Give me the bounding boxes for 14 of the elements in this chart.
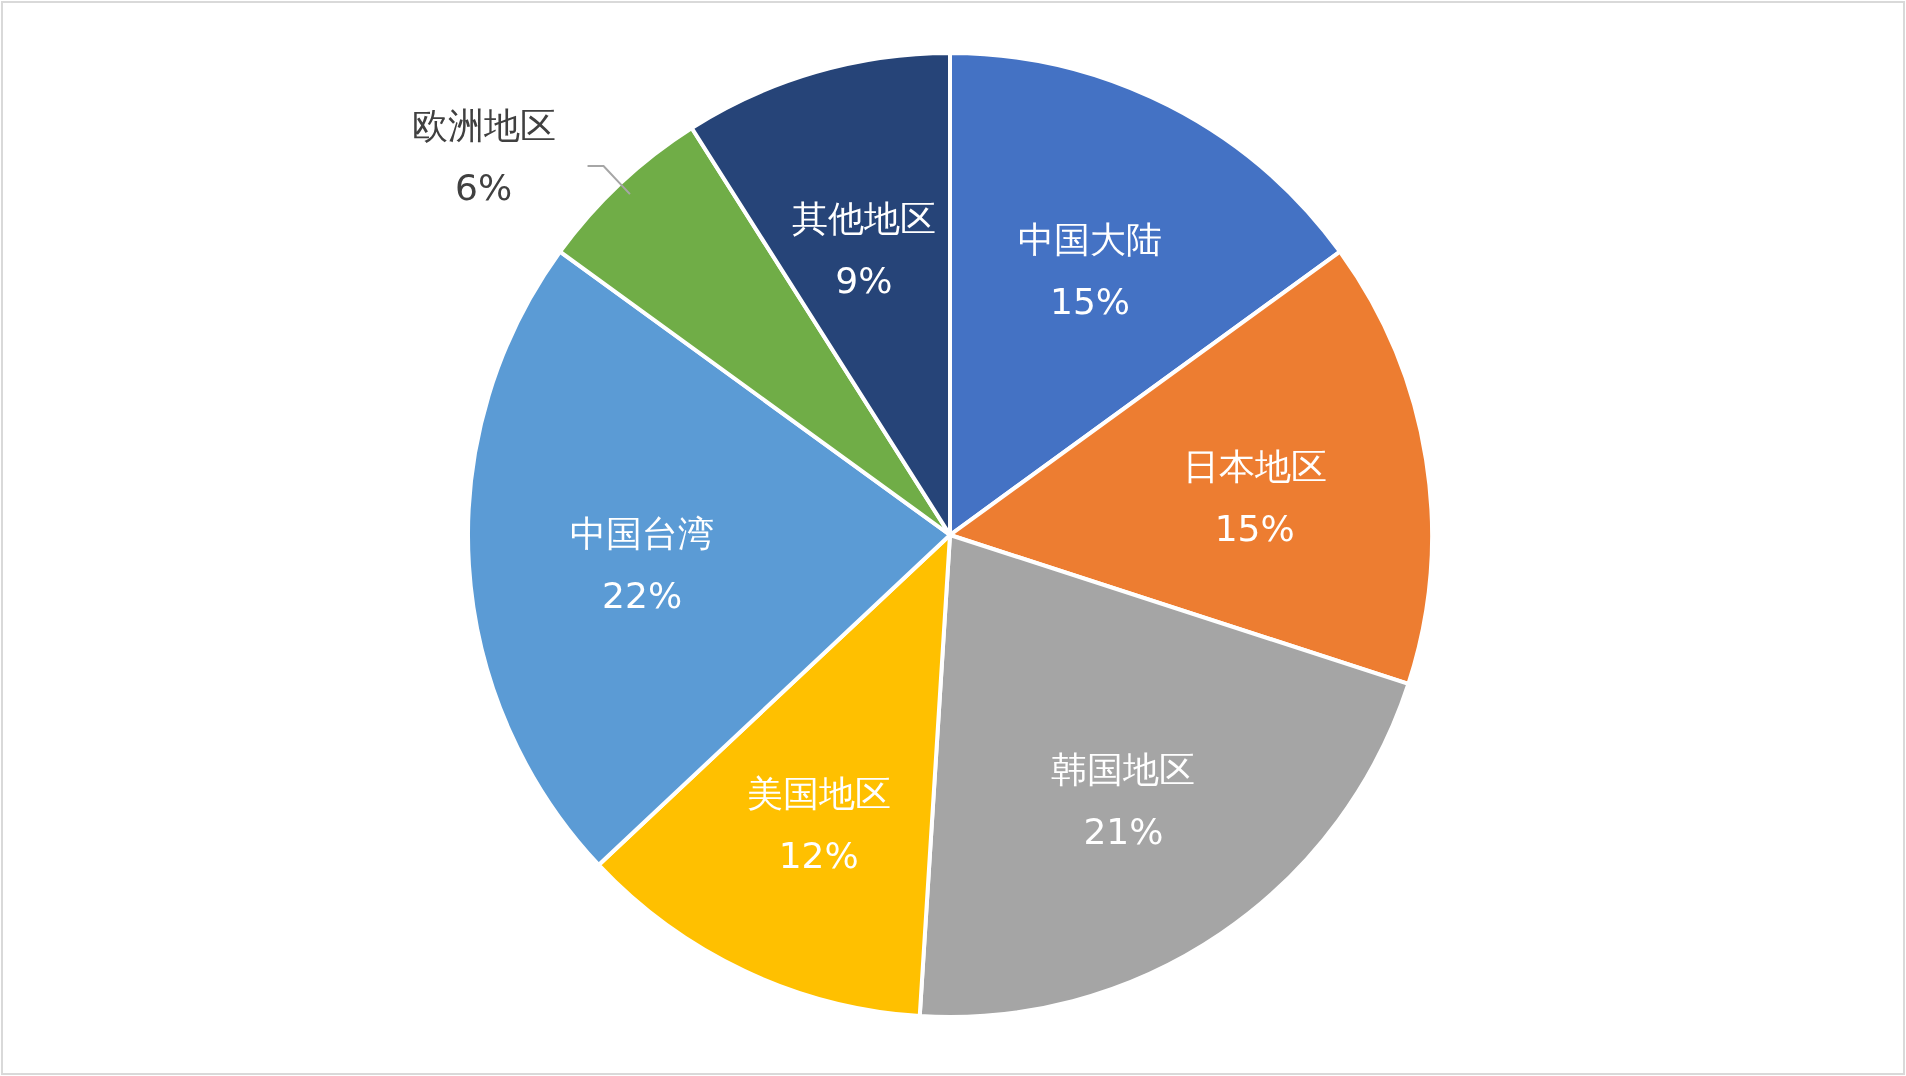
slice-label: 美国地区 <box>746 773 891 815</box>
slice-label: 韩国地区 <box>1051 749 1196 791</box>
data-label: 15% <box>1214 507 1295 549</box>
slice-label: 其他地区 <box>791 197 936 239</box>
data-label: 22% <box>602 575 683 617</box>
data-label: 12% <box>778 835 859 877</box>
slice-label: 日本地区 <box>1182 445 1327 487</box>
data-label: 9% <box>835 259 893 301</box>
slice-label: 欧洲地区 <box>411 105 556 147</box>
data-label: 15% <box>1050 281 1131 323</box>
slice-label: 中国大陆 <box>1018 219 1163 261</box>
slice-label: 中国台湾 <box>570 513 715 555</box>
data-label: 6% <box>454 167 513 209</box>
data-label: 21% <box>1083 811 1164 853</box>
